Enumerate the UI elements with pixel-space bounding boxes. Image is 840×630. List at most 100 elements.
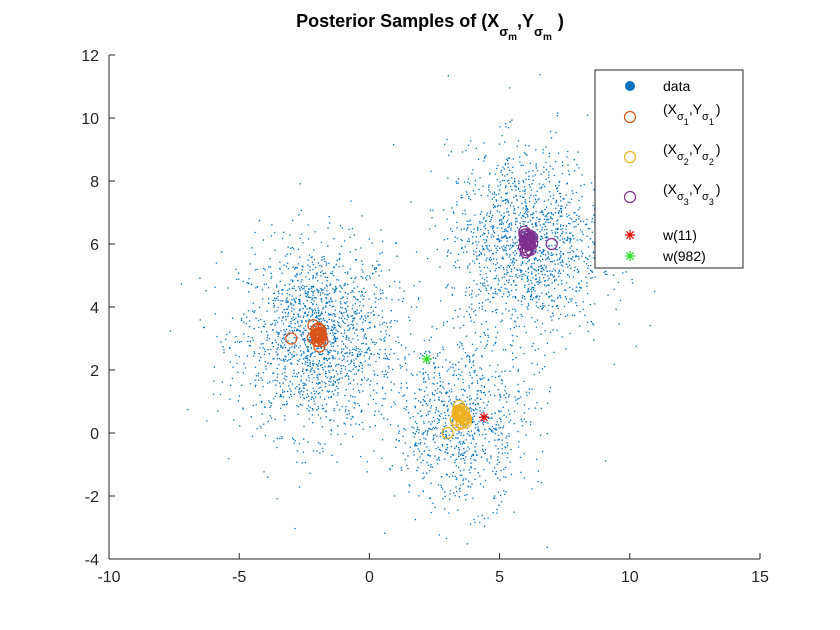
data-point xyxy=(494,439,496,441)
data-point xyxy=(489,364,491,367)
data-point xyxy=(518,441,520,443)
data-point xyxy=(506,456,508,459)
data-point xyxy=(511,119,513,121)
data-point xyxy=(352,354,354,356)
data-point xyxy=(453,374,455,376)
data-point xyxy=(372,398,375,401)
data-point xyxy=(368,358,370,360)
data-point xyxy=(508,226,510,228)
data-point xyxy=(500,418,502,421)
data-point xyxy=(547,212,550,214)
data-point xyxy=(294,275,296,277)
data-point xyxy=(287,311,290,314)
data-point xyxy=(419,439,421,441)
data-point xyxy=(538,282,541,284)
data-point xyxy=(436,427,438,429)
data-point xyxy=(459,308,461,310)
data-point xyxy=(503,268,505,271)
data-point xyxy=(248,325,251,328)
data-point xyxy=(350,277,352,279)
data-point xyxy=(473,438,475,440)
data-point xyxy=(546,236,548,239)
data-point xyxy=(357,339,359,341)
legend-data-label: data xyxy=(663,78,690,94)
data-point xyxy=(455,465,458,467)
y-tick-label: 12 xyxy=(81,48,99,65)
data-point xyxy=(317,406,319,408)
data-point xyxy=(511,172,513,174)
data-point xyxy=(287,325,290,327)
data-point xyxy=(493,258,495,260)
data-point xyxy=(361,367,363,370)
data-point xyxy=(480,390,482,392)
data-point xyxy=(543,166,545,168)
data-point xyxy=(463,181,466,183)
data-point xyxy=(546,213,549,215)
data-point xyxy=(446,285,448,287)
data-point xyxy=(552,197,554,200)
data-point xyxy=(444,411,446,414)
data-point xyxy=(315,303,318,305)
data-point xyxy=(518,180,520,182)
data-point xyxy=(504,141,506,143)
data-point xyxy=(545,168,548,171)
data-point xyxy=(356,309,358,311)
data-point xyxy=(529,298,532,301)
data-point xyxy=(567,201,569,203)
data-point xyxy=(351,415,353,418)
data-point xyxy=(469,457,472,460)
data-point xyxy=(237,371,239,373)
data-point xyxy=(291,295,293,297)
data-point xyxy=(354,259,357,261)
data-point xyxy=(351,321,354,323)
data-point xyxy=(556,190,559,192)
data-point xyxy=(354,302,357,305)
data-point xyxy=(654,290,656,293)
data-point xyxy=(565,263,568,265)
data-point xyxy=(297,406,300,408)
data-point xyxy=(535,326,538,328)
data-point xyxy=(519,195,521,197)
data-point xyxy=(470,366,473,369)
data-point xyxy=(304,312,307,314)
data-point xyxy=(501,313,504,315)
data-point xyxy=(479,377,481,379)
data-point xyxy=(288,359,290,361)
data-point xyxy=(214,286,216,288)
data-point xyxy=(370,338,373,341)
data-point xyxy=(308,254,311,256)
data-point xyxy=(293,298,295,300)
data-point xyxy=(542,152,544,154)
data-point xyxy=(502,267,505,269)
data-point xyxy=(481,378,483,380)
data-point xyxy=(283,329,285,331)
data-point xyxy=(528,283,530,285)
data-point xyxy=(473,370,476,372)
data-point xyxy=(518,214,520,216)
data-point xyxy=(483,386,485,388)
data-point xyxy=(360,295,362,297)
data-point xyxy=(350,315,352,317)
data-point xyxy=(385,373,387,375)
data-point xyxy=(491,426,493,428)
data-point xyxy=(541,252,543,254)
data-point xyxy=(469,360,471,362)
data-point xyxy=(484,437,486,439)
data-point xyxy=(333,266,335,268)
data-point xyxy=(290,363,292,365)
data-point xyxy=(318,310,320,312)
data-point xyxy=(501,443,504,445)
data-point xyxy=(577,151,579,153)
data-point xyxy=(321,352,324,355)
data-point xyxy=(531,291,533,293)
data-point xyxy=(400,387,402,389)
data-point xyxy=(316,374,318,376)
data-point xyxy=(509,370,511,372)
data-point xyxy=(516,145,518,147)
data-point xyxy=(497,164,499,167)
data-point xyxy=(333,410,335,412)
data-point xyxy=(508,223,511,225)
data-point xyxy=(530,266,532,268)
data-point xyxy=(342,348,345,350)
data-point xyxy=(475,408,477,410)
